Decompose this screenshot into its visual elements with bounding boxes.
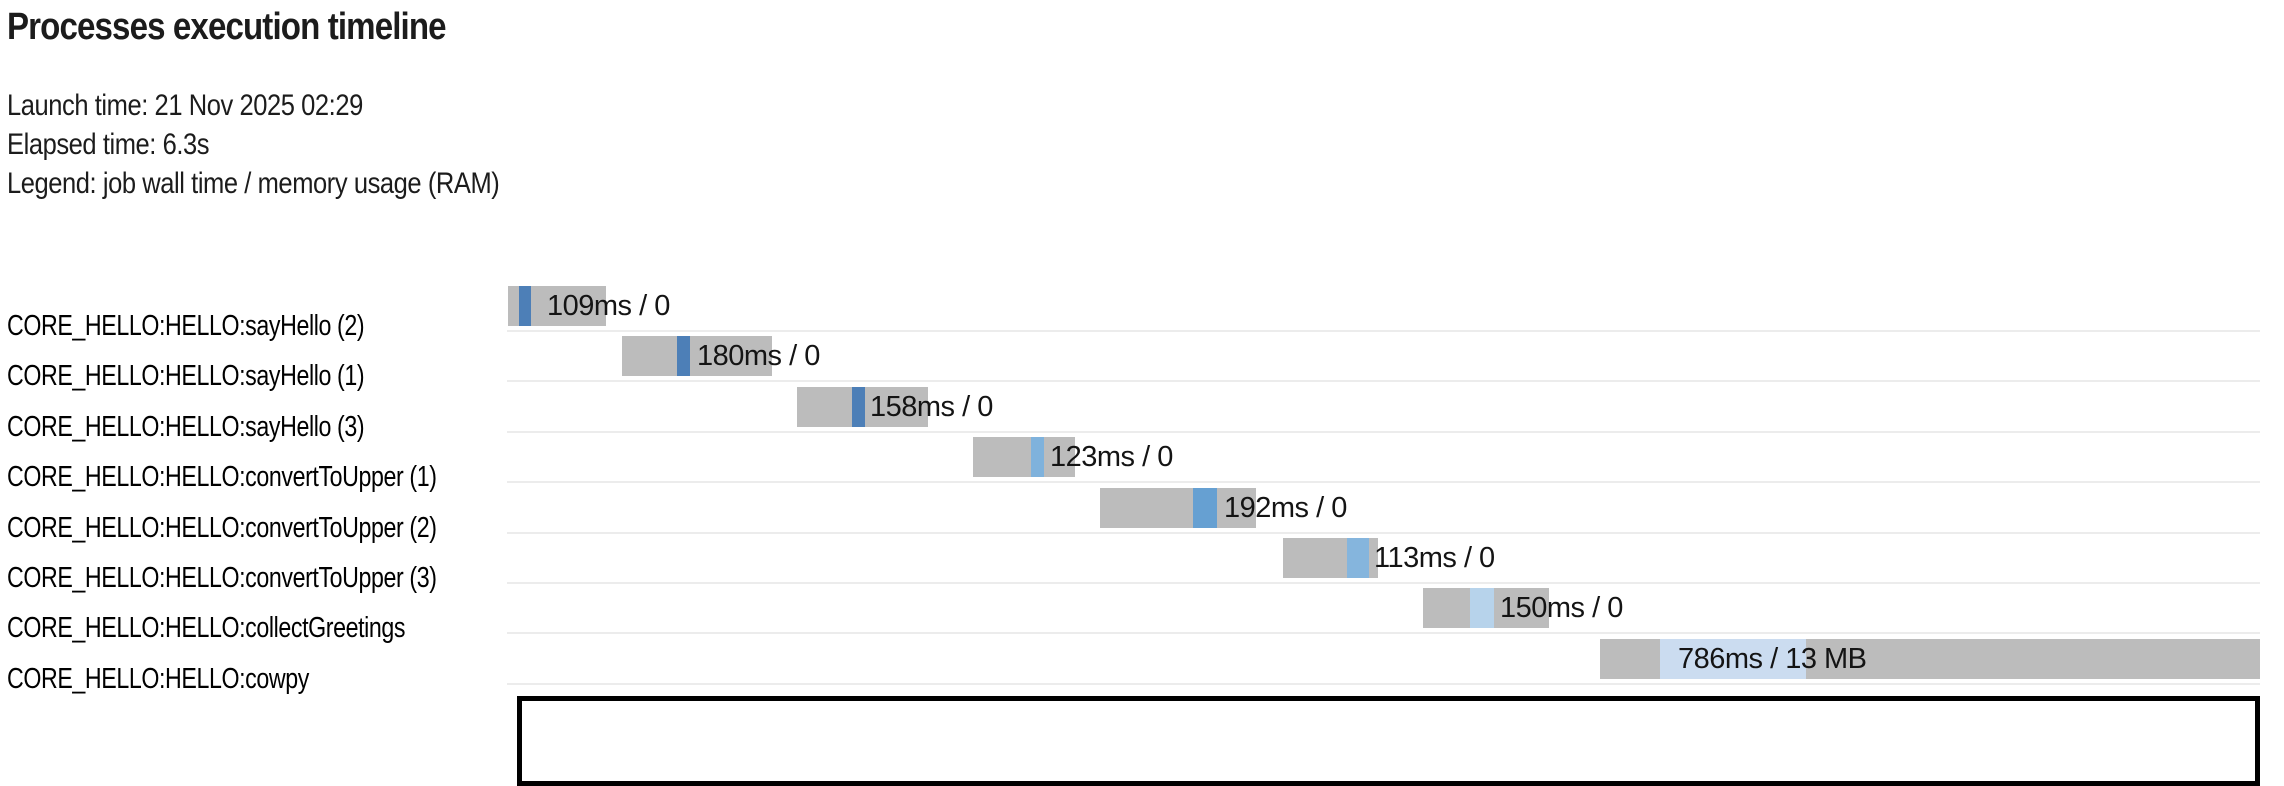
row-gridline	[507, 683, 2260, 685]
legend-text: Legend: job wall time / memory usage (RA…	[7, 167, 500, 200]
row-gridline	[507, 380, 2260, 382]
process-row-label: CORE_HELLO:HELLO:collectGreetings	[7, 612, 406, 644]
bar-value-text: 158ms / 0	[870, 391, 993, 423]
run-time-segment	[677, 336, 690, 376]
bar-value-text: 786ms / 13 MB	[1678, 643, 1867, 675]
launch-time-text: Launch time: 21 Nov 2025 02:29	[7, 89, 363, 122]
bar-value-text: 150ms / 0	[1500, 592, 1623, 624]
run-time-segment	[1470, 588, 1494, 628]
process-row-label: CORE_HELLO:HELLO:sayHello (2)	[7, 310, 365, 342]
bar-value-text: 123ms / 0	[1050, 441, 1173, 473]
process-row-label: CORE_HELLO:HELLO:sayHello (3)	[7, 411, 365, 443]
process-row-label: CORE_HELLO:HELLO:cowpy	[7, 663, 309, 695]
run-time-segment	[852, 387, 865, 427]
elapsed-time-text: Elapsed time: 6.3s	[7, 128, 210, 161]
run-time-segment	[1031, 437, 1044, 477]
run-time-segment	[1347, 538, 1369, 578]
row-gridline	[507, 582, 2260, 584]
run-time-segment	[1660, 639, 1806, 679]
timeline-bar[interactable]	[622, 336, 772, 376]
row-gridline	[507, 632, 2260, 634]
bar-value-text: 113ms / 0	[1374, 542, 1495, 574]
process-row-label: CORE_HELLO:HELLO:convertToUpper (1)	[7, 461, 437, 493]
timeline-bar[interactable]	[1100, 488, 1256, 528]
page-title: Processes execution timeline	[7, 6, 447, 48]
bottom-panel-box	[517, 696, 2260, 786]
run-time-segment	[519, 286, 531, 326]
process-row-label: CORE_HELLO:HELLO:convertToUpper (3)	[7, 562, 437, 594]
row-gridline	[507, 431, 2260, 433]
run-info: Launch time: 21 Nov 2025 02:29 Elapsed t…	[7, 86, 586, 203]
bar-value-text: 180ms / 0	[697, 340, 820, 372]
process-row-label: CORE_HELLO:HELLO:convertToUpper (2)	[7, 512, 437, 544]
timeline-chart: CORE_HELLO:HELLO:sayHello (2) 109ms / 0 CO…	[7, 286, 2260, 695]
bar-value-text: 109ms / 0	[547, 290, 670, 322]
process-row-label: CORE_HELLO:HELLO:sayHello (1)	[7, 360, 365, 392]
report-header: Processes execution timeline	[7, 6, 511, 49]
row-gridline	[507, 481, 2260, 483]
bar-value-text: 192ms / 0	[1224, 492, 1347, 524]
row-gridline	[507, 330, 2260, 332]
run-time-segment	[1193, 488, 1217, 528]
timeline-bar[interactable]	[973, 437, 1075, 477]
row-gridline	[507, 532, 2260, 534]
